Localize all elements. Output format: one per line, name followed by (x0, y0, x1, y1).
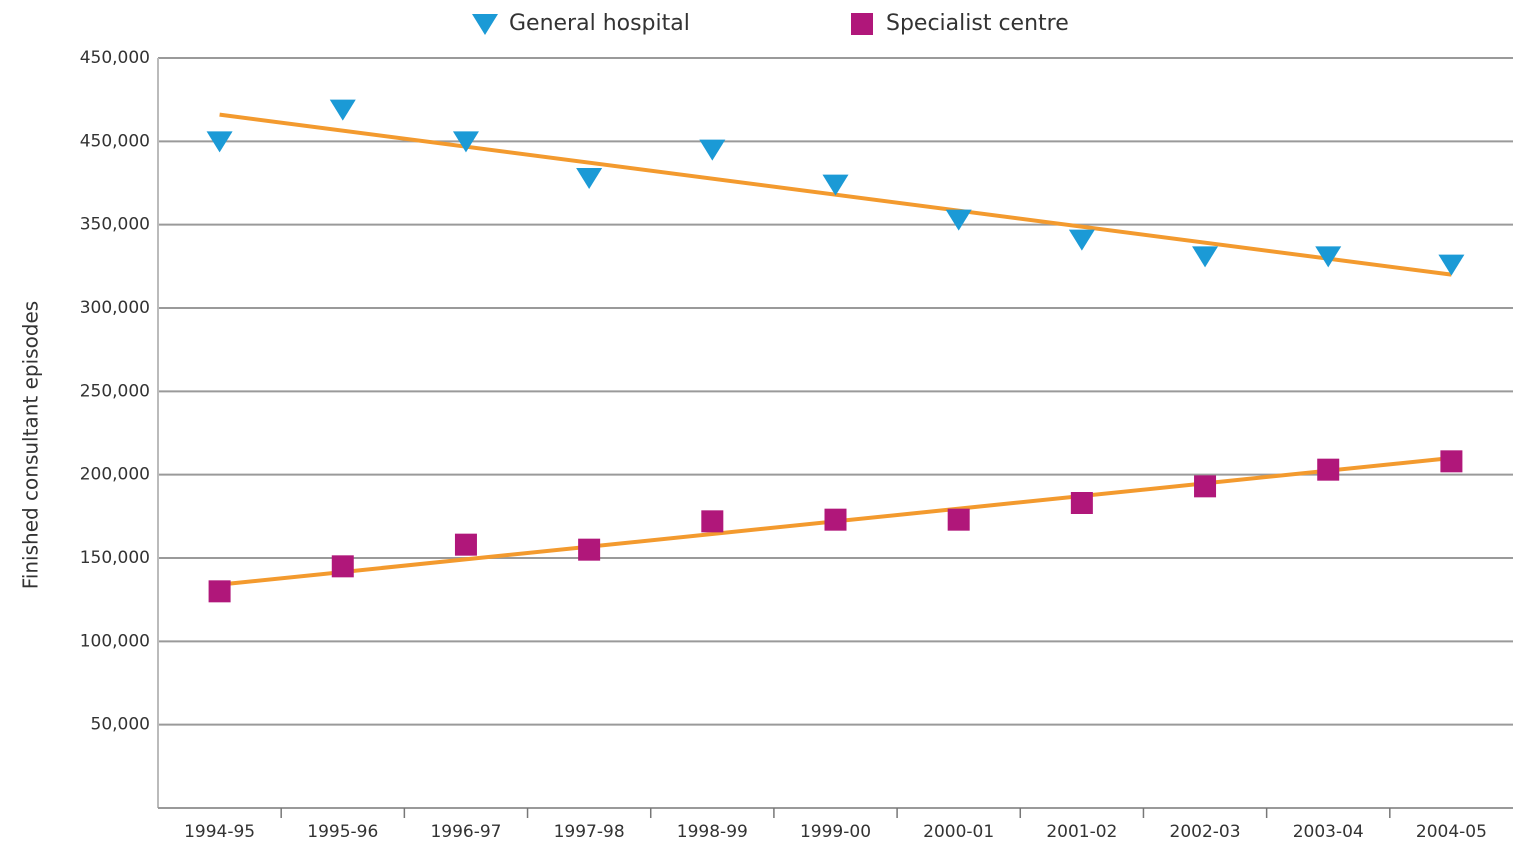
point (578, 538, 601, 561)
x-tick-label: 1996-97 (430, 822, 501, 842)
x-tick-label: 1999-00 (800, 822, 871, 842)
point (699, 139, 726, 161)
point (1194, 475, 1217, 498)
legend-marker (472, 14, 498, 35)
point (1070, 492, 1093, 514)
point (329, 99, 356, 121)
point (1068, 229, 1095, 251)
x-tick-label: 1995-96 (307, 822, 378, 842)
y-tick-label: 450,000 (80, 131, 150, 151)
point (947, 508, 970, 531)
point (206, 131, 233, 153)
legend-label: General hospital (509, 11, 690, 36)
y-tick-label: 50,000 (91, 715, 150, 735)
point (701, 510, 724, 533)
legend-marker (851, 13, 873, 35)
x-tick-label: 1998-99 (677, 822, 748, 842)
point (1438, 254, 1465, 276)
point (1192, 246, 1219, 268)
y-tick-label: 300,000 (80, 298, 150, 318)
x-tick-label: 2001-02 (1046, 822, 1117, 842)
y-tick-label: 450,000 (80, 48, 150, 68)
y-tick-label: 150,000 (80, 548, 150, 568)
x-tick-label: 2003-04 (1293, 822, 1364, 842)
point (1440, 450, 1463, 473)
y-tick-label: 200,000 (80, 465, 150, 485)
point (452, 131, 479, 153)
legend-label: Specialist centre (886, 11, 1069, 36)
y-tick-label: 350,000 (80, 215, 150, 235)
x-tick-label: 2004-05 (1416, 822, 1487, 842)
point (331, 555, 354, 578)
point (208, 580, 231, 603)
y-axis-label: Finished consultant episodes (19, 301, 43, 589)
point (822, 174, 849, 196)
y-tick-label: 100,000 (80, 631, 150, 651)
point (576, 168, 603, 189)
point (454, 533, 477, 556)
x-tick-label: 2002-03 (1170, 822, 1241, 842)
point (1315, 246, 1342, 268)
y-tick-label: 250,000 (80, 381, 150, 401)
x-tick-label: 1997-98 (554, 822, 625, 842)
x-tick-label: 1994-95 (184, 822, 255, 842)
point (945, 209, 972, 231)
point (824, 508, 847, 531)
x-tick-label: 2000-01 (923, 822, 994, 842)
point (1317, 458, 1340, 481)
